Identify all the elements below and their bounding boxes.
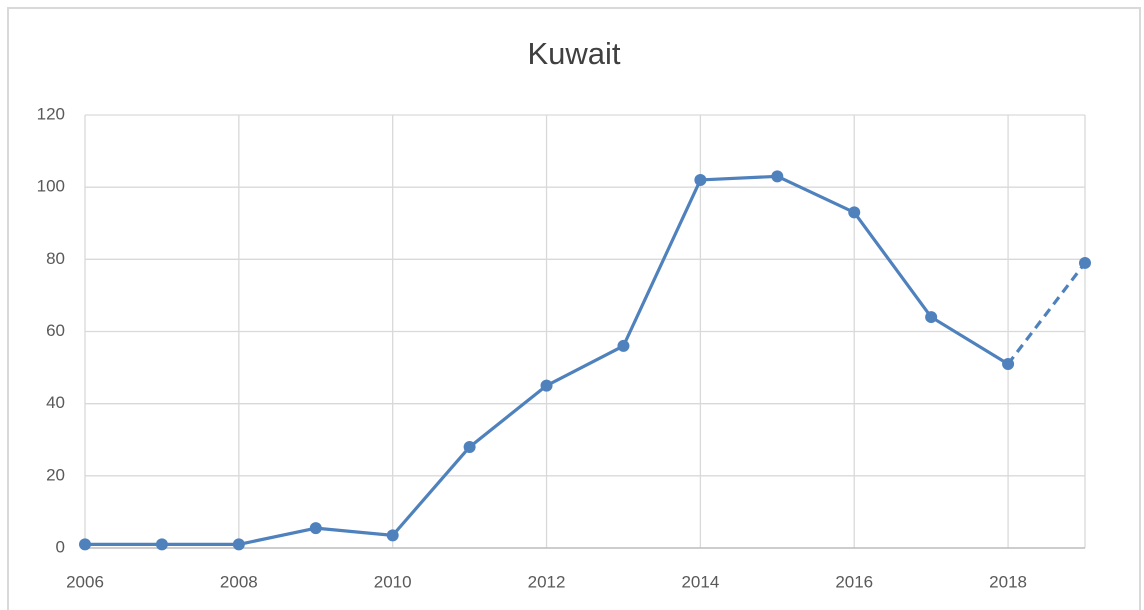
y-tick-label: 100 — [37, 177, 65, 196]
chart-border — [7, 7, 1141, 610]
marker — [617, 339, 630, 352]
x-tick-label: 2012 — [528, 572, 566, 591]
x-tick-label: 2018 — [989, 572, 1027, 591]
y-tick-label: 20 — [46, 465, 65, 484]
marker — [1002, 357, 1015, 370]
marker — [925, 311, 938, 324]
marker — [309, 522, 322, 535]
y-tick-label: 120 — [37, 104, 65, 123]
y-tick-label: 0 — [56, 537, 65, 556]
y-tick-label: 80 — [46, 249, 65, 268]
marker — [79, 538, 91, 551]
marker — [771, 170, 784, 183]
marker — [386, 529, 399, 542]
dashed-line — [1006, 261, 1087, 365]
marker — [1079, 256, 1091, 269]
x-tick-label: 2016 — [835, 572, 873, 591]
marker — [694, 173, 707, 186]
marker — [232, 538, 245, 551]
x-tick-label: 2006 — [66, 572, 104, 591]
marker — [463, 440, 476, 453]
x-tick-label: 2010 — [374, 572, 412, 591]
x-tick-label: 2008 — [220, 572, 258, 591]
chart-title: Kuwait — [527, 36, 620, 71]
y-tick-label: 60 — [46, 321, 65, 340]
y-tick-label: 40 — [46, 393, 65, 412]
marker — [155, 538, 168, 551]
marker — [848, 206, 861, 219]
x-tick-label: 2014 — [681, 572, 719, 591]
marker — [540, 379, 553, 392]
